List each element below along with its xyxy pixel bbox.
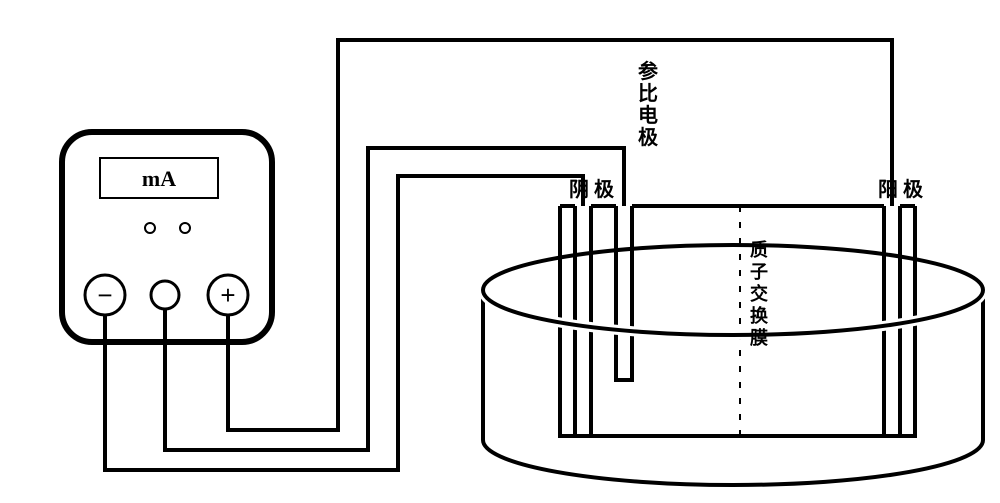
reference-label-char-2: 电 (638, 104, 658, 127)
reference-label-char-0: 参 (638, 59, 658, 83)
membrane-label-char-3: 换 (750, 305, 769, 326)
terminal-pos-label: + (220, 280, 235, 310)
membrane-label-char-4: 膜 (749, 327, 768, 348)
membrane-label-char-1: 子 (750, 262, 768, 282)
meter-display-label: mA (142, 166, 176, 191)
reference-label-char-1: 比 (638, 82, 658, 105)
reference-label-char-3: 极 (638, 125, 659, 149)
cathode-label: 阴 极 (569, 177, 615, 201)
membrane-label-char-0: 质 (750, 240, 768, 260)
bath-bottom (483, 440, 983, 485)
terminal-ref (151, 281, 179, 309)
terminal-neg-label: − (97, 280, 112, 310)
membrane-label-char-2: 交 (750, 283, 768, 304)
anode-label: 阳 极 (878, 177, 924, 201)
